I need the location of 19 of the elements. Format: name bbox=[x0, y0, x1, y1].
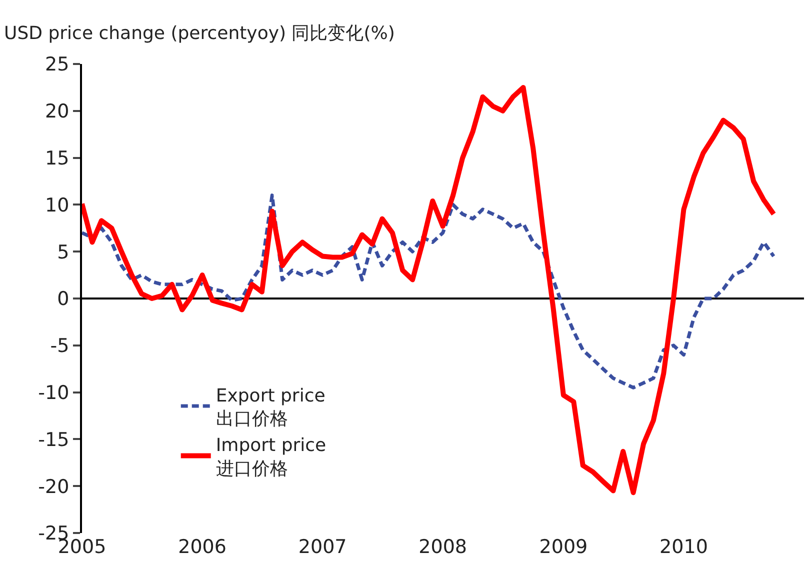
x-tick-label: 2008 bbox=[418, 536, 468, 558]
x-tick-label: 2010 bbox=[660, 536, 708, 558]
line-series bbox=[82, 194, 776, 390]
legend-label: Import price 进口价格 bbox=[216, 435, 326, 480]
chart-title: USD price change (percentyoy) 同比变化(%) bbox=[4, 22, 395, 44]
y-tick-label: 5 bbox=[57, 241, 70, 264]
legend-label: Export price 出口价格 bbox=[216, 385, 326, 430]
y-tick-label: -20 bbox=[38, 476, 70, 498]
x-tick-label: 2009 bbox=[539, 536, 588, 558]
y-tick-label: -10 bbox=[38, 382, 70, 404]
y-tick-label: 10 bbox=[45, 194, 70, 216]
y-tick-label: 20 bbox=[45, 100, 70, 123]
y-tick-label: -5 bbox=[50, 335, 70, 358]
y-tick-label: 25 bbox=[45, 54, 70, 76]
y-tick-label: 0 bbox=[57, 288, 70, 310]
x-tick-label: 2007 bbox=[298, 536, 347, 558]
y-tick-label: 15 bbox=[45, 147, 70, 170]
y-tick-label: -15 bbox=[38, 428, 70, 451]
x-tick-label: 2006 bbox=[178, 536, 226, 558]
